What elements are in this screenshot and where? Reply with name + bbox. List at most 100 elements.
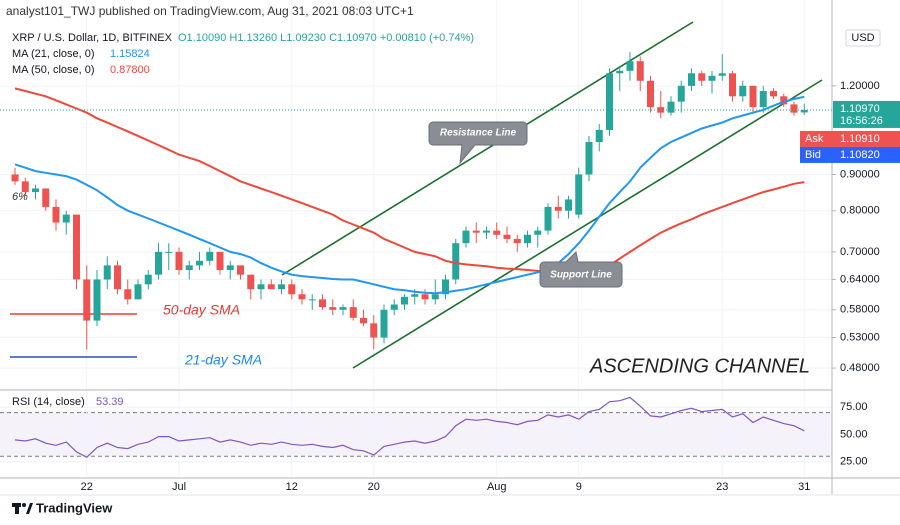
candle-body — [729, 73, 736, 97]
candle-body — [493, 230, 501, 235]
candle-body — [267, 284, 275, 290]
candle-body — [401, 296, 408, 305]
candle-body — [626, 61, 634, 71]
x-tick-label: 12 — [286, 481, 298, 493]
support-label: Support Line — [550, 270, 612, 281]
candle-body — [718, 73, 726, 76]
candle-body — [647, 80, 654, 108]
footer-logo — [12, 503, 33, 514]
candle-body — [339, 307, 347, 310]
bid-tag-box — [800, 146, 900, 163]
candle-body — [134, 284, 142, 300]
rsi-value: 53.39 — [96, 396, 124, 408]
candle-body — [360, 317, 367, 324]
candle-body — [585, 142, 593, 175]
candle-body — [298, 294, 306, 300]
footer-brand: TradingView — [36, 500, 113, 515]
candle-body — [21, 181, 29, 193]
sma50-label: 50-day SMA — [163, 302, 240, 318]
candle-body — [308, 299, 316, 301]
resistance-callout — [428, 121, 528, 165]
candle-body — [513, 238, 521, 244]
channel-label: ASCENDING CHANNEL — [589, 355, 810, 377]
resistance-label: Resistance Line — [440, 128, 517, 139]
edge-label: 6% — [12, 191, 28, 203]
candle-body — [206, 251, 214, 261]
bid-label: Bid — [805, 149, 821, 161]
price-tag-box — [833, 100, 900, 128]
candle-body — [421, 294, 429, 300]
unit-box — [845, 29, 881, 47]
ohlc-legend: O1.10090 H1.13260 L1.09230 C1.10970 +0.0… — [178, 32, 474, 44]
candle-body — [370, 323, 378, 338]
candle-body — [155, 251, 162, 275]
x-tick-label: Aug — [487, 481, 507, 493]
candle-body — [288, 284, 296, 295]
candle-body — [759, 91, 767, 108]
candle-body — [636, 61, 644, 81]
y-tick-label: 0.70000 — [840, 246, 880, 258]
candle-body — [216, 251, 224, 270]
x-tick-label: 22 — [81, 481, 93, 493]
ma50-value: 0.87800 — [110, 64, 150, 76]
candle-body — [544, 206, 552, 231]
ma-line — [14, 95, 805, 295]
candle-body — [124, 289, 132, 300]
y-tick-label: 1.20000 — [840, 80, 880, 92]
candle-body — [483, 230, 490, 233]
candle-body — [565, 199, 572, 211]
x-tick-label: Jul — [172, 481, 186, 493]
candle-body — [770, 91, 777, 97]
candle-body — [247, 274, 255, 290]
resistance-trend-line — [281, 21, 694, 276]
candle-body — [52, 206, 60, 223]
candle-body — [739, 85, 747, 97]
candle-body — [442, 279, 449, 295]
candle-body — [575, 174, 583, 215]
candle-body — [73, 214, 80, 280]
rsi-tick-label: 50.00 — [840, 428, 868, 440]
candle-body — [800, 109, 808, 113]
candle-body — [42, 188, 50, 207]
candle-body — [165, 251, 173, 253]
candle-body — [780, 96, 788, 105]
y-tick-label: 0.90000 — [840, 168, 880, 180]
candle-body — [606, 73, 613, 130]
y-tick-label: 0.64000 — [840, 273, 880, 285]
candle-body — [380, 309, 388, 338]
ask-value: 1.10910 — [840, 133, 880, 145]
candle-body — [83, 279, 91, 321]
marks-layer — [11, 51, 808, 459]
candle-body — [452, 243, 460, 280]
y-tick-label: 0.80000 — [840, 205, 880, 217]
candle-body — [677, 85, 685, 102]
x-tick-label: 9 — [576, 481, 582, 493]
candle-body — [319, 299, 326, 308]
support-trend-line — [352, 79, 823, 369]
candle-body — [175, 251, 183, 270]
header: analyst101_TWJ published on TradingView.… — [6, 4, 414, 18]
countdown: 16:56:26 — [840, 115, 883, 127]
rsi-tick-label: 25.00 — [840, 456, 868, 468]
candle-body — [411, 294, 419, 297]
candle-body — [103, 265, 111, 280]
sma21-label: 21-day SMA — [184, 352, 262, 368]
candle-body — [688, 73, 695, 86]
y-tick-label: 0.48000 — [840, 362, 880, 374]
overlay-layer: 0.48000 0.53000 0.58000 0.64000 0.70000 0.800… — [0, 80, 900, 493]
x-tick-label: 31 — [798, 481, 810, 493]
price-tag: 1.10970 — [840, 103, 880, 115]
candle-body — [462, 230, 470, 244]
candle-body — [595, 129, 603, 143]
candle-body — [226, 265, 234, 270]
candle-body — [62, 214, 70, 223]
candle-body — [534, 230, 542, 235]
grid-layer — [0, 0, 836, 478]
candle-body — [11, 174, 19, 182]
candle-body — [390, 304, 398, 310]
candle-body — [349, 307, 357, 318]
y-tick-label: 0.53000 — [840, 331, 880, 343]
ask-tag-box — [800, 130, 900, 147]
candle-body — [32, 188, 39, 193]
